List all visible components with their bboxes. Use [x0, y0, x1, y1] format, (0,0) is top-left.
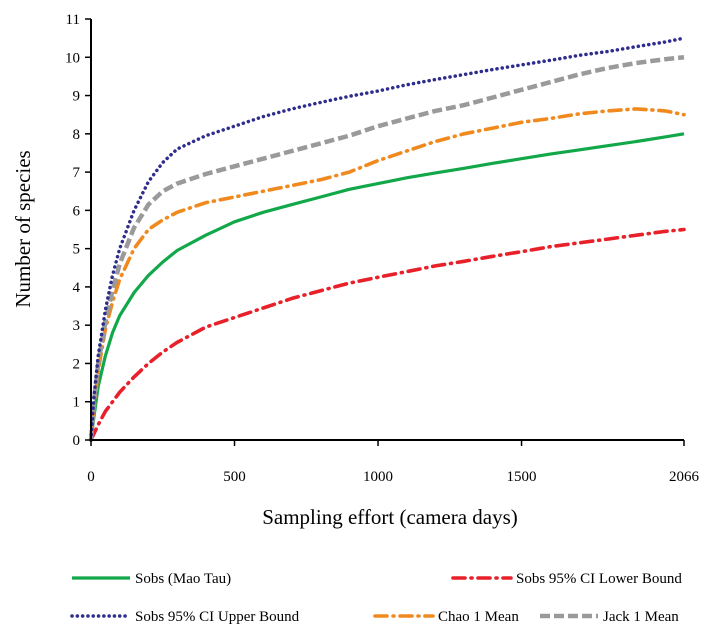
y-tick-label: 7	[73, 165, 81, 181]
x-tick-label: 0	[87, 469, 95, 485]
y-tick-label: 3	[73, 318, 81, 334]
series-line-3	[89, 107, 686, 442]
series-line-4	[88, 55, 685, 441]
y-tick-label: 11	[66, 12, 80, 28]
x-tick-label: 2066	[669, 469, 700, 485]
y-tick-label: 5	[73, 242, 81, 258]
y-tick-label: 10	[65, 50, 80, 66]
y-tick-label: 4	[73, 280, 81, 296]
plot-lines	[88, 36, 686, 442]
legend-label: Sobs (Mao Tau)	[135, 571, 231, 587]
y-tick-label: 9	[73, 89, 81, 105]
series-line-0	[89, 132, 685, 441]
y-tick-label: 0	[73, 433, 81, 449]
axes	[90, 19, 684, 441]
x-axis-title: Sampling effort (camera days)	[262, 505, 518, 529]
x-tick-label: 500	[223, 469, 246, 485]
y-tick-label: 1	[73, 395, 81, 411]
y-tick-label: 8	[73, 127, 81, 143]
y-tick-label: 6	[73, 203, 81, 219]
x-tick-label: 1500	[507, 469, 537, 485]
y-tick-label: 2	[73, 356, 81, 372]
legend-label: Sobs 95% CI Lower Bound	[516, 571, 682, 587]
legend: Sobs (Mao Tau) Sobs 95% CI Lower Bound Sob…	[70, 571, 682, 625]
y-axis-title: Number of species	[11, 150, 35, 307]
legend-label: Chao 1 Mean	[438, 609, 519, 625]
series-line-1	[89, 227, 686, 442]
x-tick-label: 1000	[363, 469, 393, 485]
legend-label: Sobs 95% CI Upper Bound	[135, 609, 300, 625]
series-line-2	[89, 36, 686, 442]
ticks: 0 1 2 3 4 5 6 7 8 9 10 11 0 500 1000 1500 2066	[65, 12, 700, 485]
legend-label: Jack 1 Mean	[603, 609, 679, 625]
